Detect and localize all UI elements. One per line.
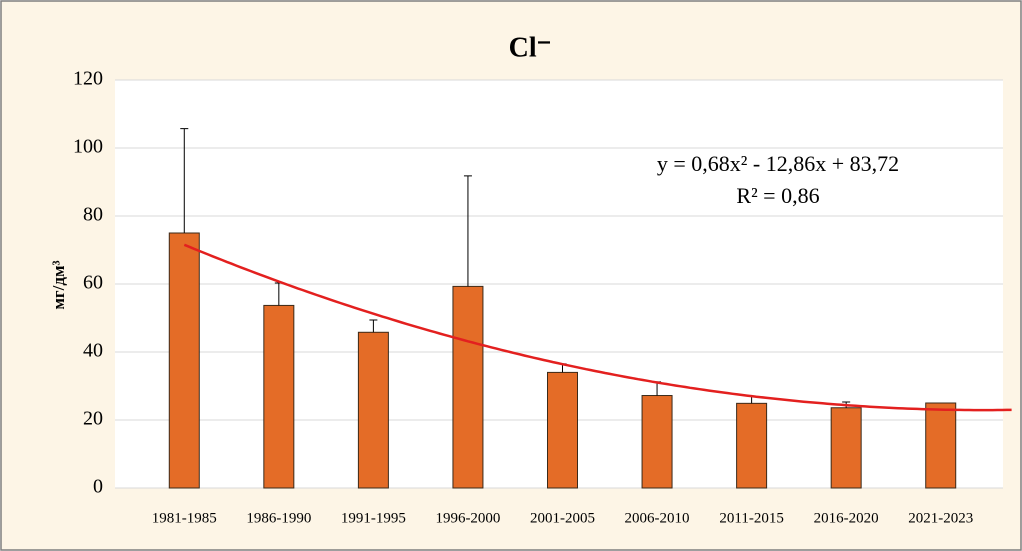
y-axis-label: мг/дм³ [49, 260, 68, 309]
trend-equation: y = 0,68x² - 12,86x + 83,72 [657, 151, 899, 176]
x-tick-label: 2011-2015 [719, 510, 783, 526]
x-tick-label: 2021-2023 [908, 510, 973, 526]
bar [736, 402, 768, 489]
trend-line [183, 243, 1012, 412]
bar [357, 331, 389, 489]
error-bar [180, 128, 189, 233]
x-tick-label: 1981-1985 [152, 510, 217, 526]
y-tick-label: 100 [73, 136, 103, 158]
y-tick-label: 80 [83, 204, 103, 226]
chart-title: Cl⁻ [509, 32, 552, 63]
x-tick-label: 1986-1990 [246, 510, 311, 526]
x-tick-label: 1991-1995 [341, 510, 406, 526]
y-tick-label: 60 [83, 272, 103, 294]
y-tick-label: 40 [83, 340, 103, 362]
x-tick-label: 2016-2020 [814, 510, 879, 526]
bar [925, 402, 957, 489]
bar [641, 395, 673, 489]
bar [452, 285, 484, 489]
x-tick-label: 1996-2000 [435, 510, 500, 526]
bar [830, 407, 862, 489]
error-bar [463, 175, 472, 287]
x-tick-label: 2006-2010 [625, 510, 690, 526]
bar [263, 304, 295, 489]
y-tick-label: 120 [73, 68, 103, 90]
error-bar [369, 319, 378, 333]
x-tick-label: 2001-2005 [530, 510, 595, 526]
y-tick-label: 20 [83, 408, 103, 430]
y-tick-label: 0 [93, 476, 103, 498]
trend-r2: R² = 0,86 [736, 183, 819, 208]
bar [168, 232, 200, 489]
bar [547, 371, 578, 489]
